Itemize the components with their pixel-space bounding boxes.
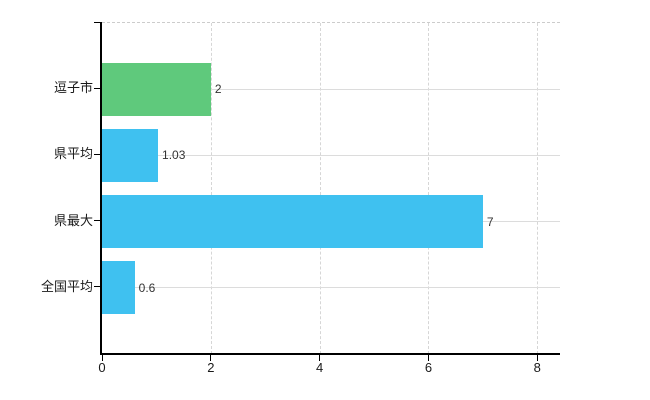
x-axis-line [100,353,560,355]
y-axis-tick [94,87,101,89]
x-axis-tick [210,355,212,361]
x-tick-label: 2 [207,360,215,375]
x-tick-label: 0 [98,360,106,375]
x-axis-tick [101,355,103,361]
x-gridline [537,23,539,354]
x-gridline [210,23,212,354]
y-axis-tick [94,286,101,288]
x-tick-label: 6 [424,360,433,375]
x-tick-label: 8 [533,360,541,375]
y-axis-top-tick [94,22,101,23]
x-gridline [428,23,430,354]
y-gridline [102,88,560,90]
bar-value-label: 0.6 [138,280,156,295]
bar-県最大 [102,195,483,249]
bar-value-label: 2 [214,82,222,97]
y-gridline [102,287,560,289]
category-label: 全国平均 [40,278,93,294]
y-axis-tick [94,220,101,222]
x-axis-tick [536,355,538,361]
category-label: 県平均 [53,146,93,162]
category-label: 逗子市 [53,80,93,96]
y-axis-tick [94,153,101,155]
bar-全国平均 [102,261,135,315]
x-tick-label: 4 [316,360,324,375]
y-gridline [102,154,560,156]
bar-逗子市 [102,62,211,116]
bar-県平均 [102,128,159,182]
plot-area: 2 1.03 7 0.6 [102,22,560,354]
x-gridline [319,23,321,354]
bar-value-label: 1.03 [162,148,186,163]
bar-value-label: 7 [486,214,494,229]
x-axis-tick [319,355,321,361]
category-label: 県最大 [53,212,93,228]
y-axis-line [100,22,102,355]
x-axis-tick [427,355,429,361]
